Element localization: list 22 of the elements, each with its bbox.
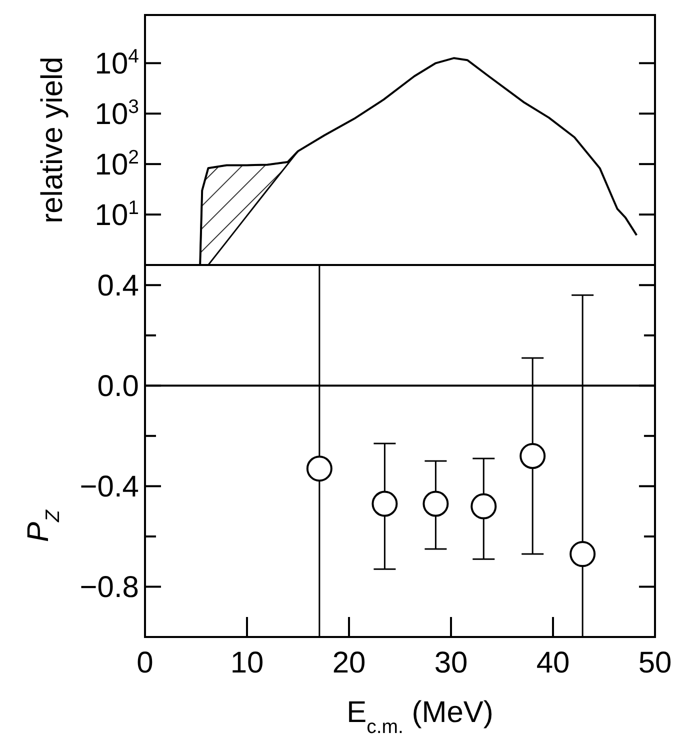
point [570, 541, 596, 568]
y-axis-title: relative yield [36, 56, 69, 224]
point [372, 490, 398, 517]
y-tick-label: 10$^{3}$ [94, 96, 139, 132]
x-tick-label: 40 [536, 646, 570, 680]
y-tick-label: 0.0 [97, 370, 139, 404]
x-tick-label: 10 [230, 646, 264, 680]
y-tick-label: −0.4 [80, 470, 139, 504]
x-tick-label: 0 [136, 646, 154, 680]
y-tick-label: 10$^{2}$ [94, 146, 139, 182]
point [470, 493, 497, 520]
x-tick-label: 20 [332, 646, 366, 680]
x-tick-label: 30 [434, 646, 468, 680]
x-axis-title: E$_{c.m.}$ (MeV) [346, 696, 494, 738]
y-tick-label: 0.4 [97, 270, 139, 303]
y-tick-label: 10$^{1}$ [94, 197, 139, 232]
point [306, 456, 332, 482]
y-tick-label: −0.8 [80, 571, 139, 604]
point [422, 490, 449, 517]
y-tick-label: 10$^{4}$ [94, 46, 140, 81]
point [520, 443, 546, 470]
x-tick-label: 50 [638, 646, 672, 680]
